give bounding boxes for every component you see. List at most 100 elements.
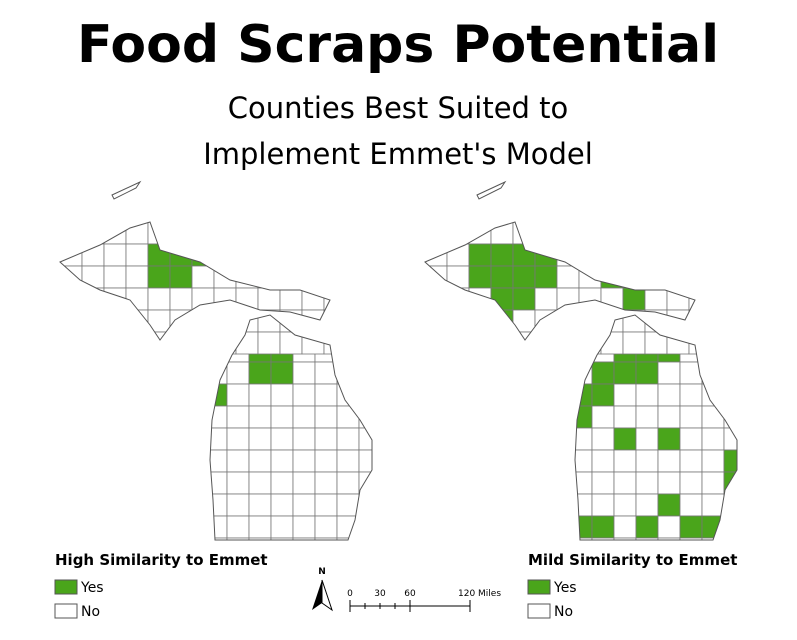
county [512,331,536,355]
county [81,331,105,355]
county [358,317,372,341]
county [235,287,259,311]
legend-swatch [54,579,78,595]
county [213,243,237,267]
county [591,493,615,517]
county [226,405,250,429]
county [204,383,228,407]
county [701,317,725,341]
subtitle: Implement Emmet's Model [203,137,593,171]
county [125,309,149,333]
title: Food Scraps Potential [77,15,719,75]
legend-title: Mild Similarity to Emmet [528,551,737,569]
county [336,405,360,429]
county [556,265,580,289]
county [81,309,105,333]
county [490,265,514,289]
county [613,405,637,429]
county [191,331,215,355]
county [578,331,602,355]
county [248,471,272,495]
county [701,471,725,495]
county [534,331,558,355]
county [336,493,360,517]
county [569,471,593,495]
county [723,339,737,363]
county [191,287,215,311]
county [556,287,580,311]
county [270,405,294,429]
county [314,405,338,429]
counties [425,222,737,540]
county [512,309,536,333]
county [314,449,338,473]
county [226,515,250,539]
county [270,361,294,385]
county [248,449,272,473]
county [125,265,149,289]
county [169,265,193,289]
county [358,383,372,407]
scale-label: 0 [347,589,353,599]
county [591,427,615,451]
county [248,493,272,517]
county [701,405,725,429]
legend-swatch [54,603,78,619]
county [613,427,637,451]
county [701,427,725,451]
county [679,317,703,341]
county [679,427,703,451]
county [125,243,149,267]
county [314,493,338,517]
county [226,361,250,385]
county [257,243,281,267]
county [534,265,558,289]
county [534,243,558,267]
county [314,515,338,539]
county [301,309,325,333]
county [191,222,215,245]
county [270,449,294,473]
county [591,449,615,473]
county [169,309,193,333]
county [248,383,272,407]
county [213,287,237,311]
county [292,383,316,407]
county [622,222,646,245]
county [169,287,193,311]
county [358,515,372,539]
county [103,243,127,267]
county [657,537,681,540]
county [279,331,303,355]
county [569,317,593,341]
county [204,537,228,540]
county [169,331,193,355]
county [512,287,536,311]
county [204,427,228,451]
county [257,265,281,289]
county [425,309,448,333]
county [147,265,171,289]
county [314,471,338,495]
county [226,471,250,495]
county [723,449,737,473]
county [666,331,690,355]
subtitle: Counties Best Suited to [228,91,569,125]
county [248,361,272,385]
county [446,287,470,311]
county [679,515,703,539]
county [191,309,215,333]
county [657,427,681,451]
legend-label: Yes [80,580,104,596]
county [701,339,725,363]
county [60,287,83,311]
county [125,331,149,355]
county [666,243,690,267]
county [425,222,448,245]
county [147,309,171,333]
county [701,515,725,539]
county [613,383,637,407]
county [204,471,228,495]
county [270,427,294,451]
county [569,339,593,363]
